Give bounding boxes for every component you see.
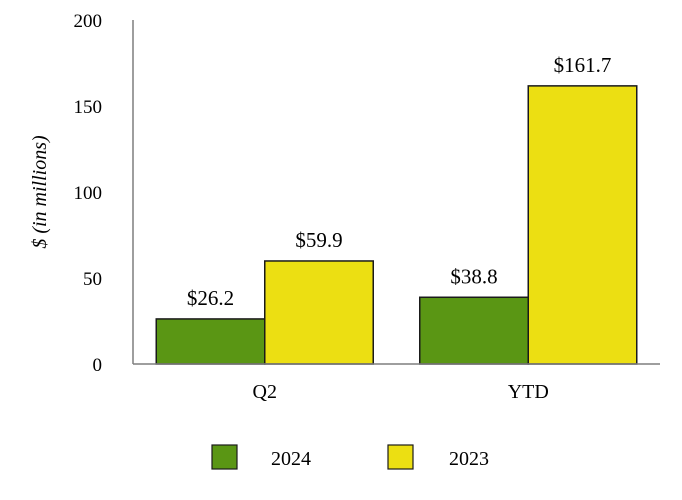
y-tick-label: 0 — [93, 355, 103, 376]
legend-label: 2023 — [449, 448, 489, 470]
legend-label: 2024 — [271, 448, 311, 470]
legend-swatch-2024 — [211, 444, 238, 470]
data-label: $161.7 — [554, 53, 612, 77]
x-axis: Q2 YTD — [133, 363, 660, 403]
bar-2023-Q2 — [264, 260, 374, 365]
x-tick-label: YTD — [508, 381, 549, 403]
data-label: $38.8 — [450, 264, 497, 288]
bar-2024-YTD — [419, 296, 529, 365]
y-tick-label: 200 — [74, 11, 103, 32]
x-tick-label: Q2 — [253, 381, 277, 403]
y-axis: 0 50 100 150 200 — [74, 11, 134, 376]
y-axis-label: $ (in millions) — [29, 135, 51, 249]
data-label: $26.2 — [187, 286, 234, 310]
legend-swatch-2023 — [387, 444, 414, 470]
data-label: $59.9 — [295, 228, 342, 252]
bar-2023-YTD — [527, 85, 638, 365]
y-tick-label: 50 — [83, 269, 102, 290]
bar-2024-Q2 — [155, 318, 266, 365]
y-tick-label: 150 — [74, 97, 103, 118]
y-tick-label: 100 — [74, 183, 103, 204]
bars: $26.2 $59.9 $38.8 $161.7 — [155, 53, 638, 365]
legend: 2024 2023 — [211, 444, 489, 470]
